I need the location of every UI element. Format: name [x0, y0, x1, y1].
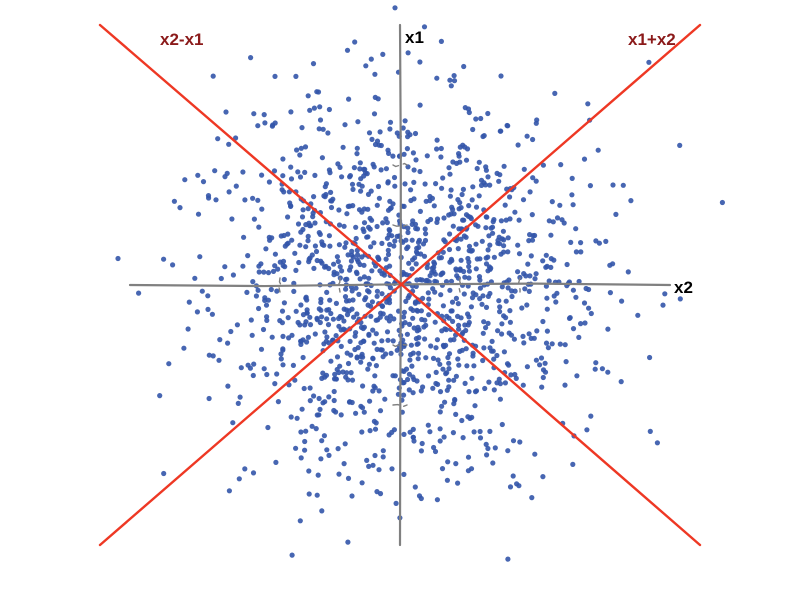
axis-label-x1px2: x1+x2: [628, 30, 676, 50]
axis-label-x2: x2: [674, 278, 693, 298]
axis-label-x2mx1: x2-x1: [160, 30, 203, 50]
scatter-chart: [0, 0, 800, 600]
axis-label-x1: x1: [405, 28, 424, 48]
